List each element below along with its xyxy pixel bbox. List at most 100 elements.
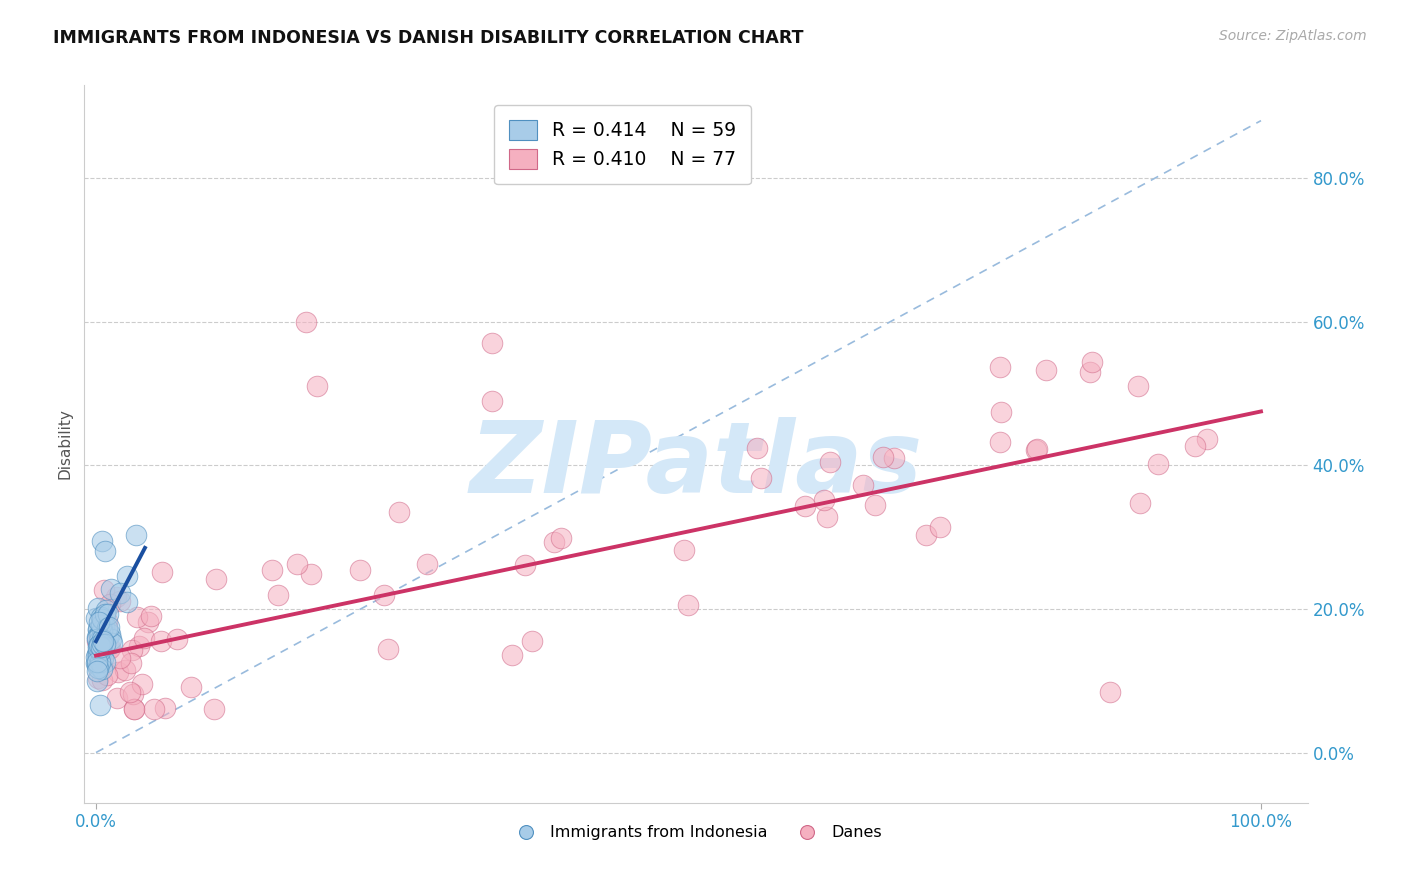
Point	[87, 648, 110, 663]
Point	[90, 645, 112, 659]
Point	[97, 607, 120, 622]
Point	[86, 656, 108, 670]
Point	[91, 636, 114, 650]
Point	[94, 607, 117, 621]
Point	[94, 637, 117, 651]
Point	[481, 336, 503, 351]
Point	[90, 609, 112, 624]
Point	[125, 610, 148, 624]
Point	[105, 691, 128, 706]
Point	[86, 656, 108, 670]
Point	[100, 582, 122, 596]
Point	[520, 633, 543, 648]
Point	[285, 557, 308, 571]
Point	[86, 673, 108, 688]
Point	[118, 684, 141, 698]
Point	[1035, 363, 1057, 377]
Point	[481, 393, 503, 408]
Point	[84, 610, 107, 624]
Point	[86, 632, 108, 647]
Point	[91, 632, 114, 646]
Point	[98, 598, 121, 612]
Point	[136, 615, 159, 629]
Point	[550, 531, 572, 545]
Point	[89, 644, 111, 658]
Point	[1129, 496, 1152, 510]
Point	[97, 620, 120, 634]
Point	[929, 520, 952, 534]
Point	[89, 632, 111, 647]
Point	[1078, 365, 1101, 379]
Point	[87, 634, 110, 648]
Point	[89, 659, 111, 673]
Point	[86, 630, 108, 644]
Point	[86, 641, 108, 656]
Point	[90, 640, 112, 655]
Point	[86, 657, 108, 671]
Y-axis label: Disability: Disability	[58, 409, 73, 479]
Point	[139, 609, 162, 624]
Point	[1126, 378, 1149, 392]
Point	[914, 527, 936, 541]
Point	[349, 564, 371, 578]
Point	[93, 618, 115, 632]
Point	[90, 640, 112, 654]
Point	[852, 477, 875, 491]
Point	[93, 582, 115, 597]
Point	[1025, 443, 1047, 458]
Point	[110, 594, 132, 608]
Point	[262, 563, 284, 577]
Point	[86, 672, 108, 686]
Point	[89, 655, 111, 669]
Point	[94, 544, 117, 558]
Point	[673, 542, 696, 557]
Point	[87, 639, 110, 653]
Point	[813, 493, 835, 508]
Point	[96, 621, 118, 635]
Point	[128, 639, 150, 653]
Point	[150, 566, 173, 580]
Point	[91, 624, 114, 638]
Point	[121, 643, 143, 657]
Point	[416, 557, 439, 571]
Point	[89, 627, 111, 641]
Point	[91, 632, 114, 647]
Point	[105, 590, 128, 604]
Point	[1195, 432, 1218, 446]
Point	[1146, 457, 1168, 471]
Point	[98, 642, 121, 657]
Point	[89, 698, 111, 712]
Point	[120, 656, 142, 670]
Point	[543, 535, 565, 549]
Point	[108, 586, 131, 600]
Point	[872, 450, 894, 465]
Point	[1026, 442, 1049, 456]
Point	[815, 509, 838, 524]
Point	[87, 623, 110, 637]
Point	[87, 615, 110, 629]
Point	[299, 567, 322, 582]
Point	[205, 573, 228, 587]
Point	[125, 528, 148, 542]
Point	[117, 595, 139, 609]
Point	[751, 470, 773, 484]
Point	[153, 700, 176, 714]
Point	[87, 645, 110, 659]
Point	[96, 603, 118, 617]
Point	[91, 634, 114, 648]
Point	[166, 632, 188, 647]
Point	[86, 664, 108, 678]
Text: Source: ZipAtlas.com: Source: ZipAtlas.com	[1219, 29, 1367, 43]
Point	[143, 702, 166, 716]
Point	[100, 632, 122, 646]
Point	[86, 647, 108, 661]
Point	[87, 622, 110, 636]
Point	[86, 633, 108, 648]
Point	[115, 569, 138, 583]
Point	[91, 662, 114, 676]
Point	[122, 702, 145, 716]
Point	[107, 665, 129, 679]
Point	[150, 634, 173, 648]
Point	[988, 360, 1011, 375]
Text: ZIPatlas: ZIPatlas	[470, 417, 922, 514]
